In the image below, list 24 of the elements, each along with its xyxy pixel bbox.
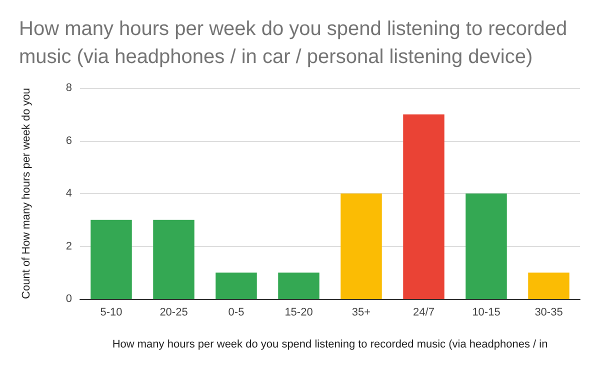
bar: [90, 220, 132, 299]
x-tick-label: 10-15: [472, 306, 500, 318]
y-tick-label: 4: [66, 188, 72, 200]
y-tick-label: 8: [66, 82, 72, 94]
bar: [216, 272, 257, 299]
bar: [340, 194, 382, 299]
chart-title: How many hours per week do you spend listening to recorded music (via headphones / in car / personal listening device): [19, 18, 568, 68]
x-tick-label: 5-10: [100, 306, 122, 318]
x-tick-label: 15-20: [284, 306, 313, 318]
x-tick-label: 0-5: [228, 306, 244, 318]
y-tick-label: 0: [66, 293, 72, 305]
x-tick-label: 24/7: [413, 306, 434, 318]
x-axis-title: How many hours per week do you spend listening to recorded music (via headphones / in: [112, 338, 548, 350]
y-axis-title: Count of How many hours per week do you: [20, 88, 32, 299]
y-tick-label: 6: [66, 134, 72, 147]
x-tick-label: 30-35: [534, 306, 563, 318]
bar: [466, 194, 507, 299]
bar: [278, 272, 320, 299]
x-tick-label: 35+: [352, 306, 371, 318]
x-tick-label: 20-25: [160, 306, 188, 318]
bar: [403, 114, 444, 299]
bar: [528, 272, 570, 299]
bar: [153, 220, 194, 299]
y-tick-label: 2: [66, 240, 72, 252]
